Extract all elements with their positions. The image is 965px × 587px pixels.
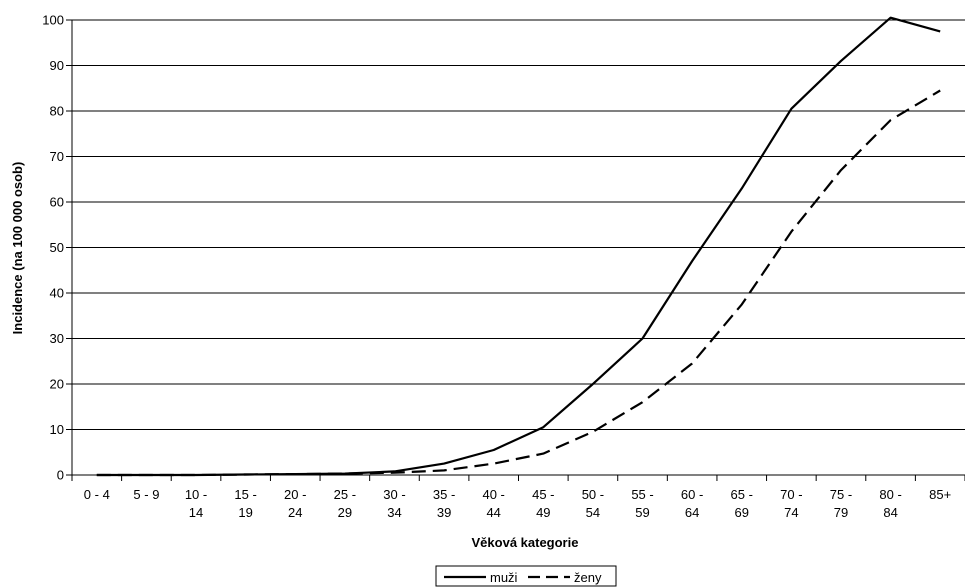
x-tick-label: 70 -74 <box>780 487 802 520</box>
y-tick-label: 50 <box>50 240 64 255</box>
x-tick-label: 30 -34 <box>383 487 405 520</box>
x-tick-label: 35 -39 <box>433 487 455 520</box>
x-tick-label: 5 - 9 <box>133 487 159 502</box>
y-tick-label: 20 <box>50 377 64 392</box>
y-tick-label: 30 <box>50 331 64 346</box>
legend: muži ženy <box>435 565 617 587</box>
x-tick-label: 60 -64 <box>681 487 703 520</box>
x-axis-label: Věková kategorie <box>472 535 579 550</box>
y-tick-labels: 0 10 20 30 40 50 60 70 80 90 100 <box>42 13 64 483</box>
y-tick-label: 40 <box>50 286 64 301</box>
series-line-zeny <box>96 89 941 477</box>
x-tick-label: 50 -54 <box>582 487 604 520</box>
y-tick-label: 90 <box>50 58 64 73</box>
x-tick-label: 10 -14 <box>185 487 207 520</box>
x-tick-label: 80 -84 <box>879 487 901 520</box>
series-line-muzi <box>96 16 941 477</box>
x-tick-label: 65 -69 <box>731 487 753 520</box>
y-tick-label: 0 <box>57 468 64 483</box>
y-axis-label: Incidence (na 100 000 osob) <box>10 162 25 335</box>
legend-label-zeny: ženy <box>574 570 602 585</box>
y-tick-label: 60 <box>50 195 64 210</box>
x-tick-label: 20 -24 <box>284 487 306 520</box>
x-tick-label: 45 -49 <box>532 487 554 520</box>
x-tick-label: 55 -59 <box>631 487 653 520</box>
x-tick-label: 0 - 4 <box>84 487 110 502</box>
x-tick-label: 15 -19 <box>234 487 256 520</box>
y-tick-label: 10 <box>50 422 64 437</box>
y-tick-label: 80 <box>50 104 64 119</box>
legend-label-muzi: muži <box>490 570 518 585</box>
legend-box <box>435 565 617 587</box>
y-tick-label: 70 <box>50 149 64 164</box>
grid-lines <box>66 19 965 476</box>
x-tick-label: 25 -29 <box>334 487 356 520</box>
x-tick-labels: 0 - 4 5 - 9 10 -14 15 -19 20 -24 25 -29 30 -34… <box>71 475 965 520</box>
series-lines <box>96 16 941 477</box>
x-tick-label: 40 -44 <box>482 487 504 520</box>
x-tick-label: 75 -79 <box>830 487 852 520</box>
y-tick-label: 100 <box>42 13 64 28</box>
x-tick-label: 85+ <box>929 487 951 502</box>
